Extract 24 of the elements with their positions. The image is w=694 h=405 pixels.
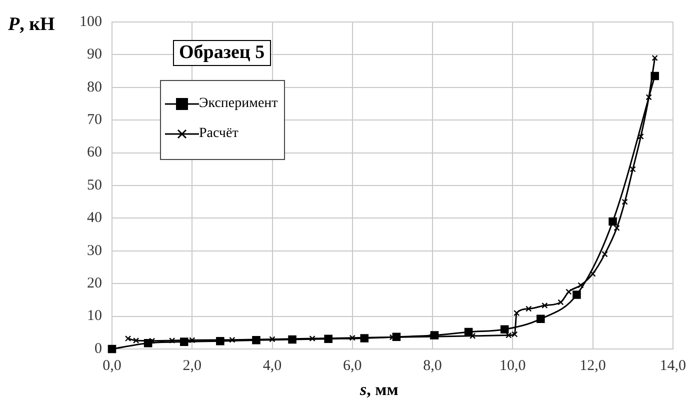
legend-label: Эксперимент [199, 96, 278, 112]
y-tick-label: 100 [80, 14, 102, 30]
x-tick-label: 6,0 [343, 358, 362, 374]
y-axis-title: P, кН [8, 14, 55, 36]
x-tick-label: 14,0 [660, 358, 686, 374]
y-tick-label: 80 [87, 79, 102, 96]
y-tick-label: 0 [94, 340, 102, 357]
y-tick-label: 40 [87, 210, 102, 226]
y-tick-label: 90 [87, 46, 102, 63]
y-tick-label: 70 [87, 112, 102, 128]
x-tick-label: 2,0 [182, 358, 202, 374]
x-tick-label: 12,0 [580, 358, 606, 374]
x-tick-label: 10,0 [500, 358, 526, 374]
y-tick-label: 30 [87, 242, 102, 259]
x-tick-label: 0,0 [102, 358, 122, 374]
legend-label: Расчёт [199, 126, 238, 142]
y-tick-label: 60 [87, 144, 102, 161]
x-tick-label: 4,0 [262, 358, 282, 374]
y-tick-label: 20 [87, 276, 102, 292]
x-tick-label: 8,0 [423, 358, 442, 374]
x-axis-title: s, мм [360, 380, 398, 400]
y-tick-label: 50 [87, 177, 102, 194]
y-tick-label: 10 [87, 308, 102, 324]
text: Образец 5 [173, 40, 271, 66]
